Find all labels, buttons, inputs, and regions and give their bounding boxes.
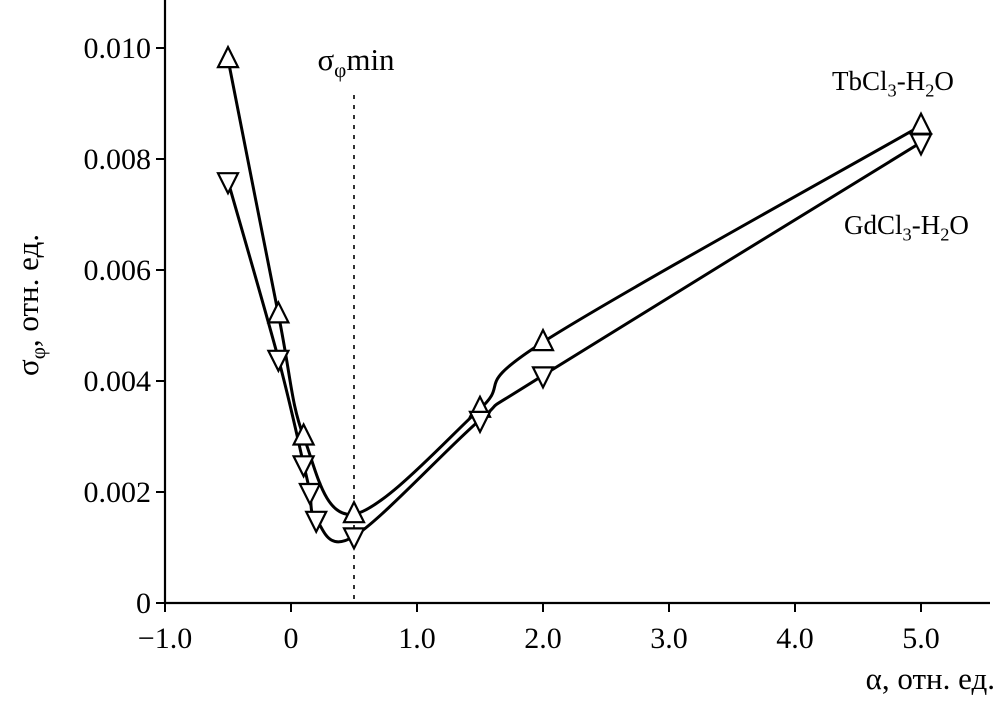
triangle-down-marker	[304, 510, 328, 535]
y-axis-label-sigma: σ	[10, 359, 45, 376]
y-tick-label: 0.010	[84, 32, 152, 65]
triangle-down-marker	[909, 133, 933, 157]
triangle-up-marker	[216, 44, 240, 69]
annotation-phi-subscript: φ	[334, 58, 347, 83]
sigma-phi-min-annotation: σφmin	[317, 42, 395, 81]
series-label-text: -H	[911, 210, 941, 240]
series-label-subscript: 2	[940, 224, 950, 245]
triangle-up-marker	[266, 299, 291, 324]
x-tick-label: 4.0	[776, 622, 814, 655]
series-label-text: -H	[896, 66, 926, 96]
y-axis-label-units: , отн. ед.	[10, 234, 45, 348]
triangle-down-marker	[216, 172, 240, 196]
triangle-down-marker	[342, 527, 366, 551]
series-label-text: TbCl	[832, 66, 888, 96]
series-label-subscript: 3	[887, 80, 897, 101]
series-label-tbcl3-h2o: TbCl3-H2O	[832, 66, 954, 101]
y-tick-label: 0.008	[84, 143, 152, 176]
triangle-up-marker	[531, 327, 555, 352]
series-label-subscript: 3	[902, 224, 912, 245]
annotation-sigma: σ	[317, 42, 335, 77]
y-axis-label: σφ, отн. ед.	[10, 234, 50, 376]
triangle-down-marker	[298, 482, 322, 507]
triangle-up-marker	[342, 499, 366, 524]
series-label-text: O	[949, 210, 969, 240]
x-tick-label: 5.0	[902, 622, 940, 655]
triangle-down-marker	[531, 366, 555, 390]
x-tick-label: 1.0	[398, 622, 436, 655]
annotation-min: min	[346, 42, 395, 77]
series-label-text: O	[934, 66, 954, 96]
series-line-tbcl3-h2o	[226, 57, 923, 516]
triangle-down-marker	[266, 349, 291, 374]
x-tick-label: 0	[284, 622, 299, 655]
y-tick-label: 0.002	[84, 476, 152, 509]
x-tick-label: 3.0	[650, 622, 688, 655]
x-tick-label: −1.0	[138, 622, 192, 655]
y-axis-label-phi-subscript: φ	[26, 347, 51, 360]
y-tick-label: 0.006	[84, 254, 152, 287]
y-tick-label: 0.004	[84, 365, 152, 398]
triangle-up-marker	[291, 422, 316, 446]
x-axis-label: α, отн. ед.	[865, 661, 995, 696]
triangle-down-marker	[468, 410, 492, 435]
series-label-text: GdCl	[844, 210, 903, 240]
series-label-subscript: 2	[925, 80, 935, 101]
series-line-gdcl3-h2o	[226, 140, 923, 544]
x-tick-label: 2.0	[524, 622, 562, 655]
series-label-gdcl3-h2o: GdCl3-H2O	[844, 210, 969, 245]
y-tick-label: 0	[136, 587, 151, 620]
triangle-down-marker	[291, 455, 316, 479]
triangle-up-marker	[909, 111, 933, 135]
